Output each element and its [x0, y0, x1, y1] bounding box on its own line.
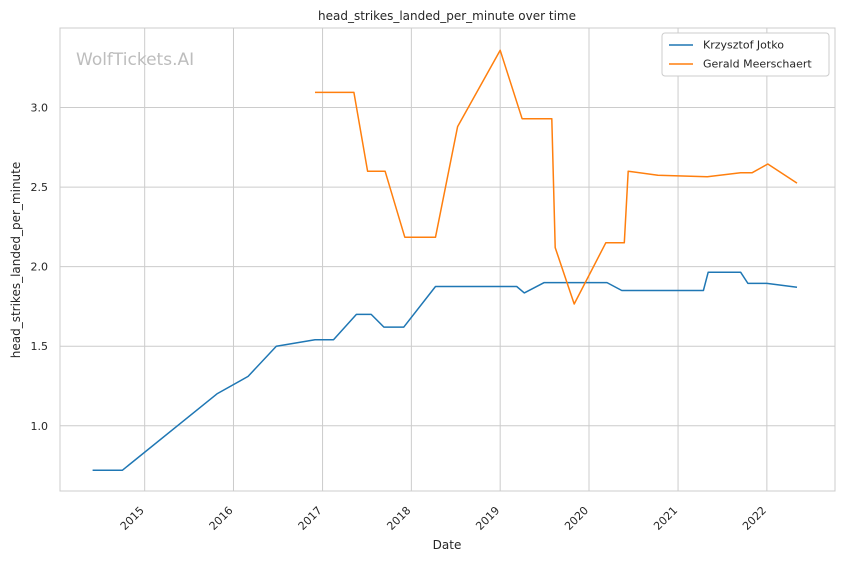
y-axis-label: head_strikes_landed_per_minute — [9, 162, 23, 359]
series-lines — [92, 49, 798, 472]
legend: Krzysztof Jotko Gerald Meerschaert — [661, 32, 830, 77]
y-tick-label: 2.5 — [31, 181, 49, 194]
legend-label-krzysztof-jotko: Krzysztof Jotko — [703, 39, 784, 52]
y-tick-label: 3.0 — [31, 102, 49, 115]
series-line-krzysztof-jotko — [92, 271, 798, 472]
legend-box — [661, 32, 830, 77]
y-tick-labels: 1.0 1.5 2.0 2.5 3.0 — [31, 102, 49, 433]
series-line-gerald-meerschaert — [315, 49, 798, 305]
gridlines — [60, 28, 835, 491]
y-tick-label: 1.5 — [31, 340, 49, 353]
legend-label-gerald-meerschaert: Gerald Meerschaert — [703, 58, 812, 71]
x-axis-label: Date — [433, 538, 462, 552]
watermark: WolfTickets.AI — [76, 50, 194, 70]
chart-title: head_strikes_landed_per_minute over time — [318, 9, 576, 23]
plot-frame — [59, 27, 836, 492]
y-tick-label: 1.0 — [31, 420, 49, 433]
y-tick-label: 2.0 — [31, 261, 49, 274]
